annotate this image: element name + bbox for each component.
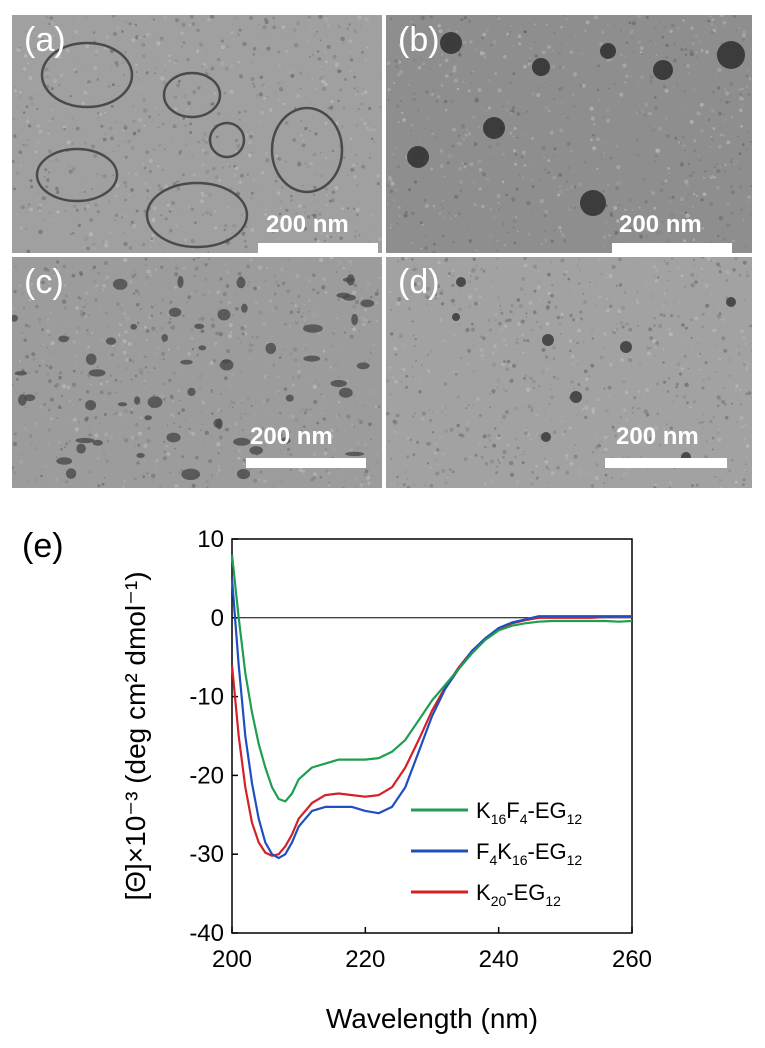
micrograph-panel-d: (d) 200 nm <box>386 257 752 488</box>
panel-label: (d) <box>398 263 440 301</box>
panel-label: (e) <box>22 527 64 565</box>
y-tick-label: -30 <box>189 841 224 868</box>
axis-layer: 200 220 240 260 10 0 -10 -20 -30 -40 <box>189 526 652 973</box>
legend-label: F4K16-EG12 <box>476 839 582 868</box>
micrograph-image <box>12 15 382 253</box>
x-tick-label: 220 <box>345 946 385 973</box>
y-tick-label: 10 <box>197 526 224 553</box>
scale-bar-label: 200 nm <box>266 211 349 238</box>
plot-frame <box>231 538 633 934</box>
panel-label: (a) <box>24 21 66 59</box>
scale-bar-label: 200 nm <box>616 423 699 450</box>
series-line-F4K16-EG12 <box>230 578 632 860</box>
legend-label: K20-EG12 <box>476 880 561 909</box>
panel-label: (b) <box>398 21 440 59</box>
micrograph-panel-b: (b) 200 nm <box>386 15 752 253</box>
x-tick-label: 240 <box>479 946 519 973</box>
scale-bar <box>246 458 366 468</box>
micrograph-image <box>12 257 382 488</box>
micrograph-panel-c: (c) 200 nm <box>12 257 382 488</box>
y-axis-label: [Θ]×10⁻³ (deg cm² dmol⁻¹) <box>120 571 151 900</box>
y-tick-label: -40 <box>189 920 224 947</box>
legend-label: K16F4-EG12 <box>476 798 582 827</box>
y-tick-label: -20 <box>189 762 224 789</box>
x-tick-label: 200 <box>212 946 252 973</box>
micrograph-panel-a: (a) 200 nm <box>12 15 382 253</box>
scale-bar <box>605 458 727 468</box>
x-axis-label: Wavelength (nm) <box>326 1003 538 1034</box>
scale-bar-label: 200 nm <box>619 211 702 238</box>
cd-spectrum-figure: (e) 200 220 240 260 10 0 -10 -20 -30 -40 K16F4-EG… <box>0 505 765 1048</box>
legend: K16F4-EG12 F4K16-EG12 K20-EG12 <box>411 798 582 909</box>
series-line-K20-EG12 <box>230 615 632 857</box>
scale-bar <box>258 243 378 253</box>
cd-spectrum-chart: (e) 200 220 240 260 10 0 -10 -20 -30 -40 K16F4-EG… <box>22 526 652 1034</box>
y-tick-label: 0 <box>211 605 224 632</box>
micrograph-image <box>386 15 752 253</box>
series-layer <box>230 554 633 860</box>
panel-label: (c) <box>24 263 64 301</box>
y-tick-label: -10 <box>189 684 224 711</box>
scale-bar-label: 200 nm <box>250 423 333 450</box>
series-line-K16F4-EG12 <box>230 554 633 803</box>
micrograph-image <box>386 257 752 488</box>
scale-bar <box>612 243 732 253</box>
x-tick-label: 260 <box>612 946 652 973</box>
